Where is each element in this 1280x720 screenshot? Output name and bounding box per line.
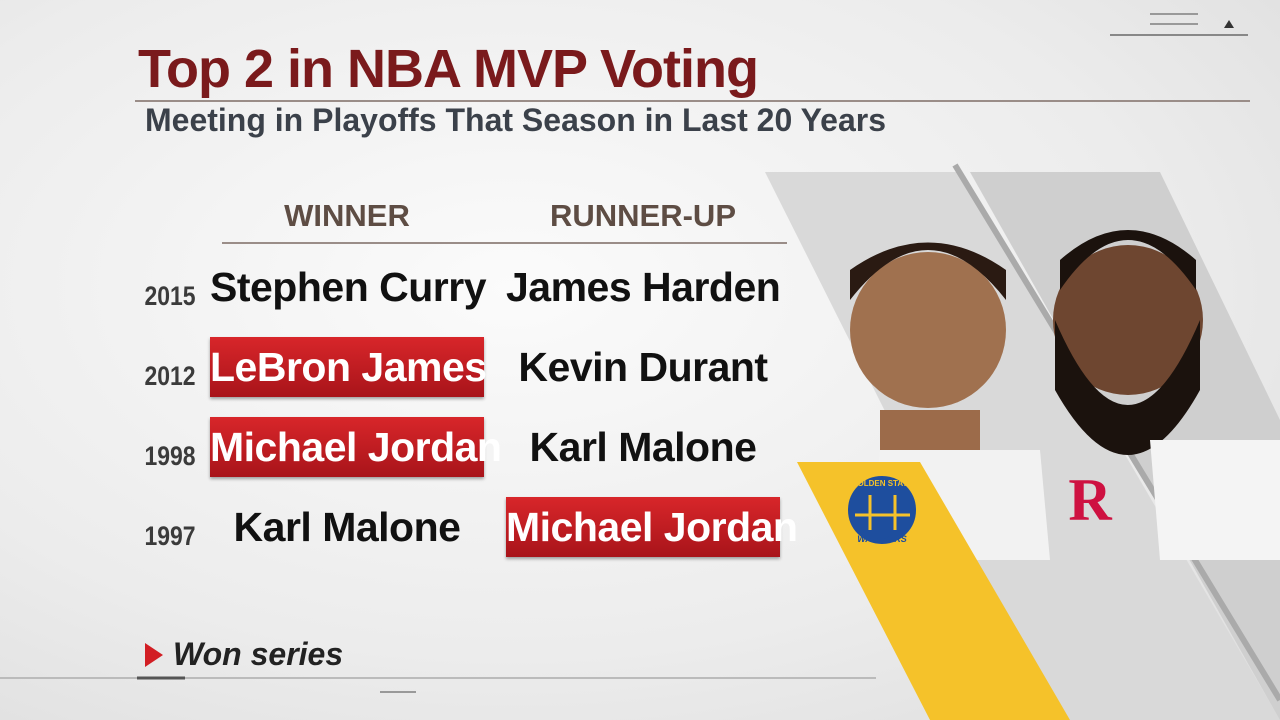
svg-text:R: R [1068, 467, 1112, 533]
winner-name: LeBron James [210, 337, 487, 397]
subtitle: Meeting in Playoffs That Season in Last … [145, 102, 886, 138]
year: 1998 [144, 441, 196, 471]
year: 1997 [144, 521, 196, 551]
runner-up-name: Karl Malone [529, 424, 757, 470]
column-header: RUNNER-UP [550, 198, 736, 233]
winner-name: Karl Malone [233, 504, 461, 550]
winner-name: Michael Jordan [210, 417, 502, 477]
year: 2012 [144, 361, 196, 391]
title: Top 2 in NBA MVP Voting [138, 39, 759, 99]
column-header: WINNER [284, 198, 410, 233]
logo-text: GOLDEN STATE [851, 479, 913, 488]
runner-up-name: Kevin Durant [518, 344, 768, 390]
winner-name: Stephen Curry [210, 264, 487, 310]
runner-up-name: Michael Jordan [506, 497, 798, 557]
legend-label: Won series [173, 636, 344, 672]
logo-text: WARRIORS [857, 534, 907, 544]
header-rule [222, 242, 787, 244]
runner-up-name: James Harden [506, 264, 781, 310]
title-rule [135, 100, 1250, 102]
warriors-logo: GOLDEN STATE WARRIORS [851, 479, 913, 544]
year: 2015 [144, 281, 196, 311]
